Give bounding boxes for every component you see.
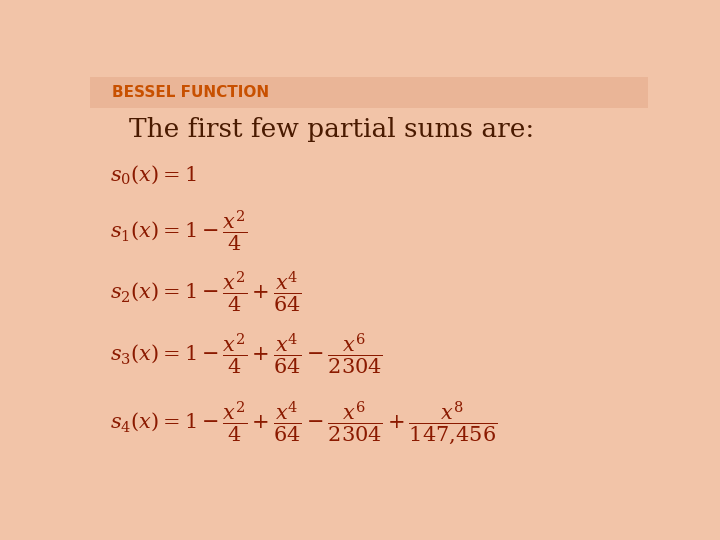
Text: $s_0(x) = 1$: $s_0(x) = 1$ [109, 164, 196, 186]
FancyBboxPatch shape [90, 77, 648, 109]
Text: $s_1(x) = 1 - \dfrac{x^2}{4}$: $s_1(x) = 1 - \dfrac{x^2}{4}$ [109, 209, 247, 253]
Text: $s_2(x) = 1 - \dfrac{x^2}{4} + \dfrac{x^4}{64}$: $s_2(x) = 1 - \dfrac{x^2}{4} + \dfrac{x^… [109, 269, 302, 314]
Text: BESSEL FUNCTION: BESSEL FUNCTION [112, 85, 269, 100]
Text: $s_3(x) = 1 - \dfrac{x^2}{4} + \dfrac{x^4}{64} - \dfrac{x^6}{2304}$: $s_3(x) = 1 - \dfrac{x^2}{4} + \dfrac{x^… [109, 332, 382, 376]
Text: The first few partial sums are:: The first few partial sums are: [129, 117, 534, 141]
Text: $s_4(x) = 1 - \dfrac{x^2}{4} + \dfrac{x^4}{64} - \dfrac{x^6}{2304} + \dfrac{x^8}: $s_4(x) = 1 - \dfrac{x^2}{4} + \dfrac{x^… [109, 399, 497, 446]
